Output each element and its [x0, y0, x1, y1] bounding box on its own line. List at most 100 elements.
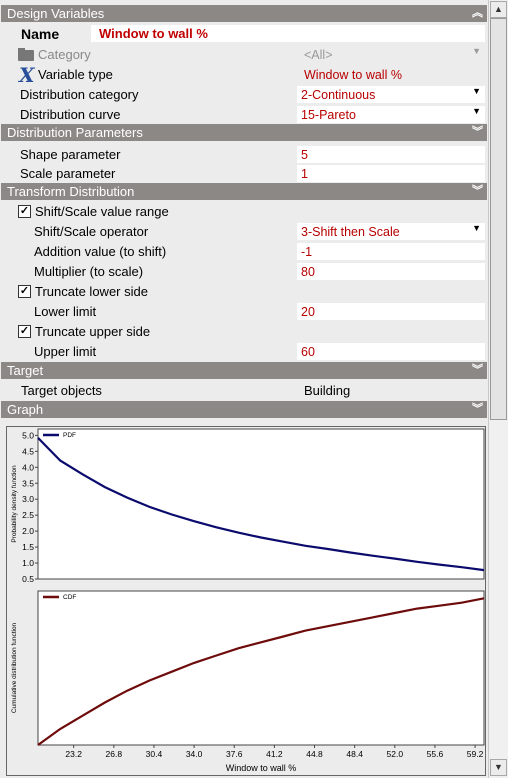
truncate-upper-checkbox[interactable]: ✓: [18, 325, 31, 338]
section-title: Distribution Parameters: [7, 125, 143, 140]
lower-limit-row: Lower limit 20: [1, 302, 487, 322]
truncate-upper-label: Truncate upper side: [35, 324, 151, 339]
y-tick-label: 0.5: [22, 574, 34, 584]
scrollbar-thumb[interactable]: [490, 18, 507, 420]
distribution-curve-select[interactable]: [297, 106, 485, 123]
upper-limit-label: Upper limit: [34, 344, 97, 359]
addition-value-label: Addition value (to shift): [34, 244, 167, 259]
x-tick-label: 48.4: [346, 749, 363, 759]
scale-parameter-field[interactable]: [297, 165, 485, 182]
distribution-category-select[interactable]: [297, 86, 485, 103]
scale-parameter-label: Scale parameter: [20, 166, 116, 181]
addition-value-field[interactable]: [297, 243, 485, 260]
multiplier-row: Multiplier (to scale) 80: [1, 262, 487, 282]
y-tick-label: 1.5: [22, 542, 34, 552]
x-tick-label: 34.0: [186, 749, 203, 759]
series-line-cdf: [37, 597, 485, 746]
truncate-upper-row: ✓ Truncate upper side: [1, 322, 487, 342]
graph-area: 0.5 1.0 1.5 2.0 2.5 3.0 3.5 4.0 4.5 5.0 PDF Probabi…: [1, 421, 487, 777]
section-title: Transform Distribution: [7, 184, 135, 199]
x-tick-label: 26.8: [106, 749, 123, 759]
distribution-curve-row: Distribution curve 15-Pareto ▼: [1, 105, 487, 125]
y-tick-label: 1.0: [22, 558, 34, 568]
section-header-target[interactable]: Target ︾: [1, 362, 487, 379]
upper-limit-field[interactable]: [297, 343, 485, 360]
addition-value-row: Addition value (to shift) -1: [1, 242, 487, 262]
scroll-down-icon[interactable]: ▼: [490, 759, 507, 776]
double-chevron-down-icon[interactable]: ︾: [472, 403, 483, 415]
section-header-design-variables[interactable]: Design Variables ︽: [1, 5, 487, 22]
target-objects-row: Target objects Building: [1, 381, 487, 401]
property-panel: Design Variables ︽ Name Window to wall %…: [1, 1, 487, 777]
shift-scale-label: Shift/Scale value range: [35, 204, 169, 219]
shift-scale-operator-value: 3-Shift then Scale: [301, 225, 400, 239]
double-chevron-down-icon[interactable]: ︾: [472, 185, 483, 197]
y-tick-label: 3.5: [22, 478, 34, 488]
double-chevron-up-icon[interactable]: ︽: [472, 7, 483, 19]
multiplier-value: 80: [301, 265, 315, 279]
triangle-down-icon[interactable]: ▼: [472, 46, 481, 56]
category-value: <All>: [304, 48, 333, 62]
x-tick-label: 59.2: [467, 749, 484, 759]
scale-parameter-value: 1: [301, 167, 308, 181]
y-tick-label: 5.0: [22, 430, 34, 440]
section-title: Target: [7, 363, 44, 378]
x-axis-label: Window to wall %: [226, 763, 297, 773]
x-tick-label: 30.4: [146, 749, 163, 759]
distribution-category-row: Distribution category 2-Continuous ▼: [1, 85, 487, 105]
section-header-graph[interactable]: Graph ︾: [1, 401, 487, 418]
double-chevron-down-icon[interactable]: ︾: [472, 364, 483, 376]
upper-limit-row: Upper limit 60: [1, 342, 487, 362]
lower-limit-field[interactable]: [297, 303, 485, 320]
name-label: Name: [21, 26, 60, 42]
distribution-category-value: 2-Continuous: [301, 88, 376, 102]
addition-value-value: -1: [301, 245, 313, 259]
shift-scale-operator-select[interactable]: [297, 223, 485, 240]
truncate-lower-checkbox[interactable]: ✓: [18, 285, 31, 298]
y-axis-label: Probability density function: [11, 465, 18, 543]
legend-label: CDF: [63, 594, 76, 601]
name-row: Name Window to wall %: [1, 24, 487, 44]
distribution-curve-value: 15-Pareto: [301, 108, 356, 122]
name-field[interactable]: [91, 25, 485, 42]
section-title: Graph: [7, 402, 44, 417]
triangle-down-icon[interactable]: ▼: [472, 223, 481, 233]
section-header-distribution-parameters[interactable]: Distribution Parameters ︾: [1, 124, 487, 141]
target-objects-label: Target objects: [21, 383, 102, 398]
shape-parameter-label: Shape parameter: [20, 147, 121, 162]
plot-area: [37, 428, 485, 580]
double-chevron-down-icon[interactable]: ︾: [472, 126, 483, 138]
series-line-pdf: [37, 437, 485, 572]
plot-area: [37, 590, 485, 746]
x-tick-label: 41.2: [266, 749, 283, 759]
variable-type-label: Variable type: [38, 67, 113, 82]
shift-scale-row: ✓ Shift/Scale value range: [1, 202, 487, 222]
triangle-down-icon[interactable]: ▼: [472, 86, 481, 96]
triangle-down-icon[interactable]: ▼: [472, 106, 481, 116]
vertical-scrollbar[interactable]: ▲ ▼: [488, 0, 508, 778]
x-tick-label: 52.0: [387, 749, 404, 759]
shift-scale-operator-label: Shift/Scale operator: [34, 224, 149, 239]
variable-type-row: X Variable type Window to wall %: [1, 63, 487, 87]
target-objects-value[interactable]: Building: [304, 383, 351, 398]
scale-parameter-row: Scale parameter 1: [1, 164, 487, 184]
distribution-category-label: Distribution category: [20, 87, 139, 102]
multiplier-field[interactable]: [297, 263, 485, 280]
y-tick-label: 4.0: [22, 462, 34, 472]
shape-parameter-row: Shape parameter 5: [1, 145, 487, 165]
x-tick-label: 44.8: [306, 749, 323, 759]
lower-limit-label: Lower limit: [34, 304, 97, 319]
x-tick-label: 37.6: [226, 749, 243, 759]
shape-parameter-value: 5: [301, 148, 308, 162]
legend-label: PDF: [63, 432, 76, 439]
y-tick-label: 2.0: [22, 526, 34, 536]
x-variable-icon: X: [19, 63, 35, 87]
lower-limit-value: 20: [301, 305, 315, 319]
shape-parameter-field[interactable]: [297, 146, 485, 163]
name-value: Window to wall %: [99, 26, 208, 41]
y-axis-label: Cumulative distribution function: [11, 622, 18, 713]
shift-scale-checkbox[interactable]: ✓: [18, 205, 31, 218]
y-tick-label: 2.5: [22, 510, 34, 520]
section-header-transform-distribution[interactable]: Transform Distribution ︾: [1, 183, 487, 200]
scroll-up-icon[interactable]: ▲: [490, 1, 507, 18]
